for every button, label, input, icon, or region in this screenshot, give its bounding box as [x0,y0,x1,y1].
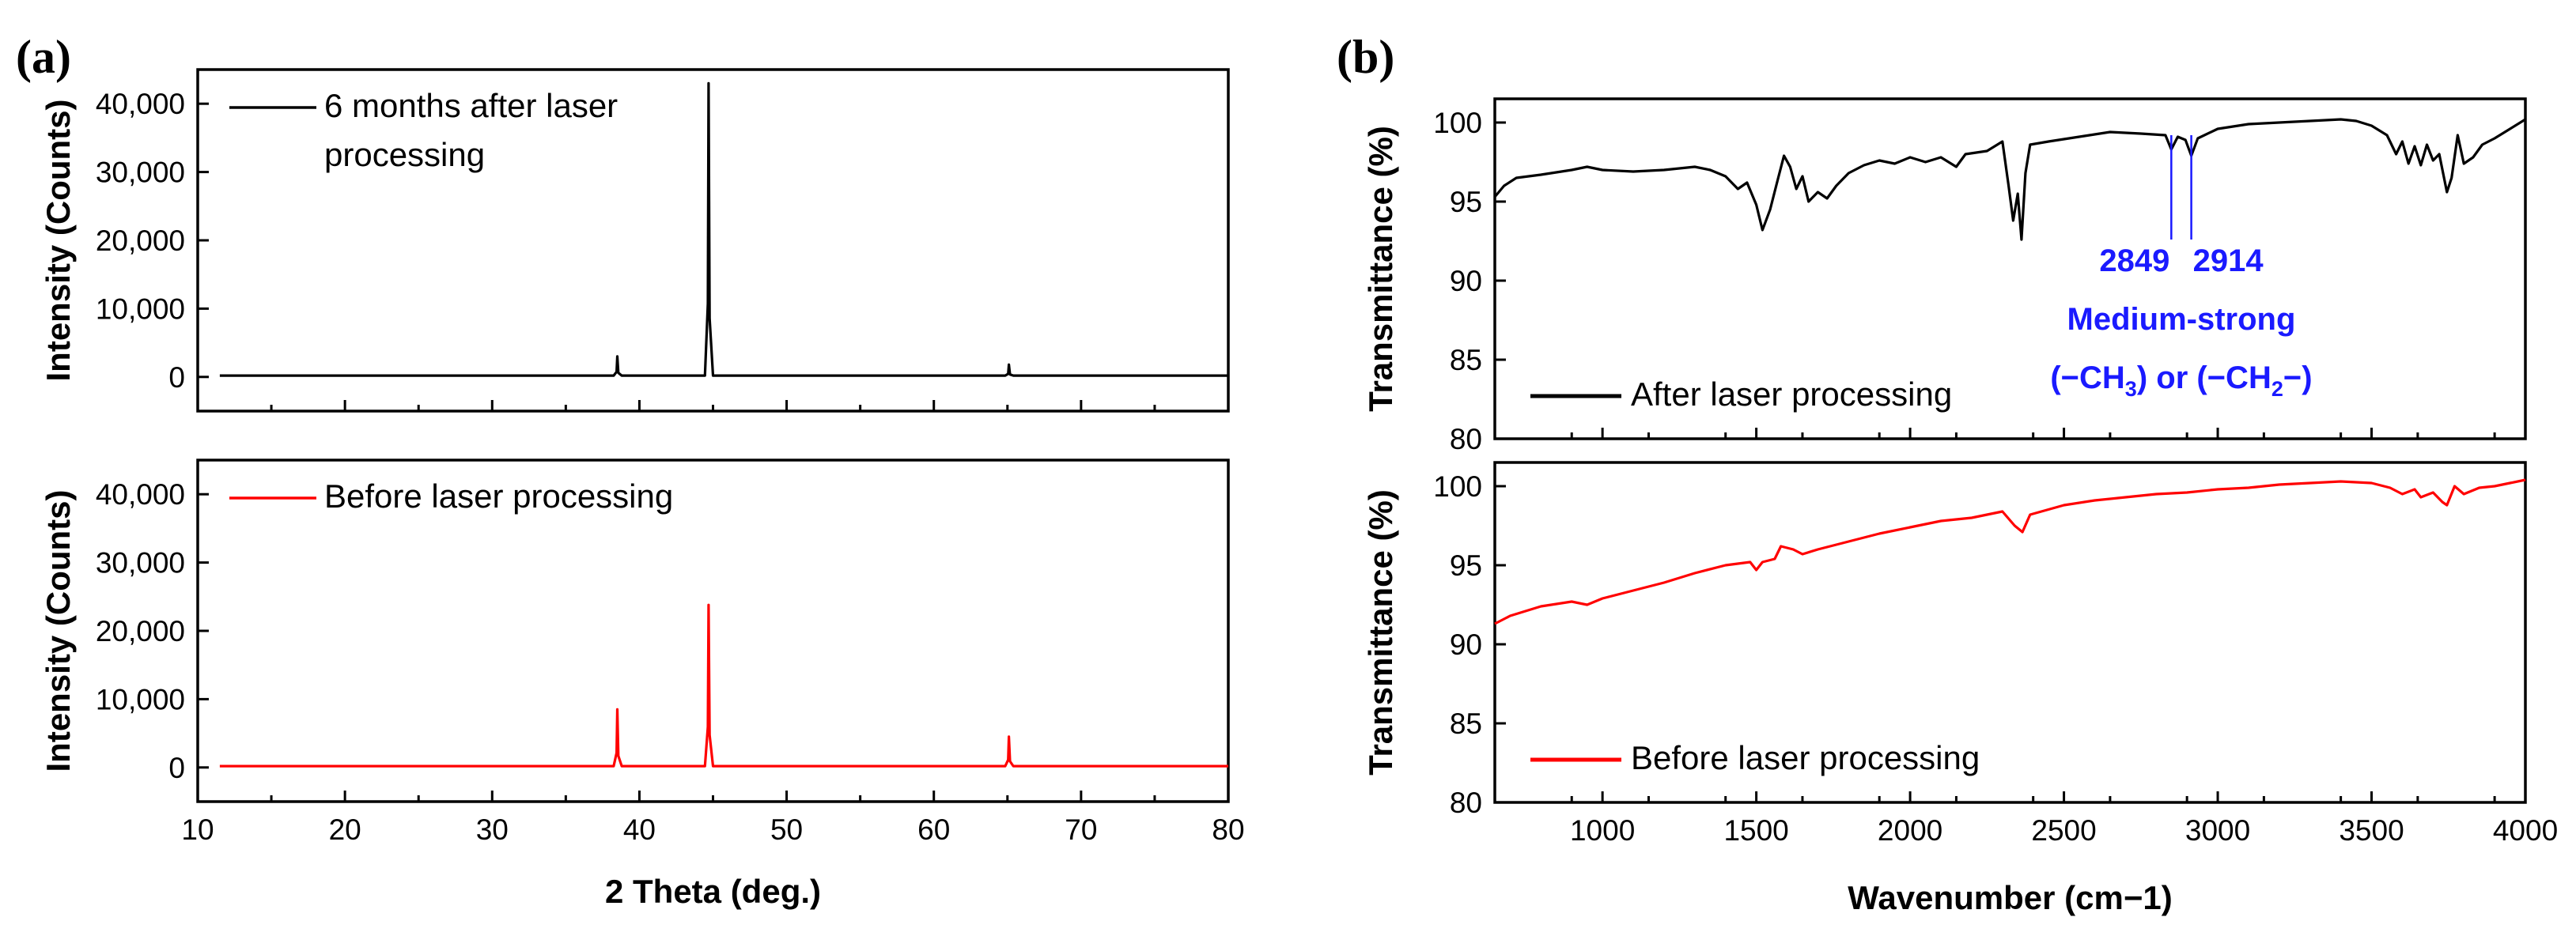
y-tick-label: 20,000 [96,225,185,257]
peak-wavenumber-label: 2914 [2193,243,2264,278]
series-line-xrd-after [219,81,1228,377]
panel-label-a: (a) [16,31,71,83]
x-tick-label: 3000 [2185,814,2250,847]
y-tick-label: 40,000 [96,88,185,120]
plot-frame [1493,97,2527,440]
chart-xrd-before: 0 10,000 20,000 30,000 40,000 10 20 30 40 50 60 70 8… [40,459,1245,910]
legend-label: Before laser processing [1631,739,1980,776]
legend-label: After laser processing [1631,376,1952,413]
y-axis-title: Intensity (Counts) [40,490,77,772]
y-tick-label: 10,000 [96,292,185,325]
legend-label: 6 months after laser [324,87,618,124]
x-tick-label: 30 [476,813,509,846]
y-axis-title: Transmittance (%) [1362,489,1399,776]
x-tick-label: 4000 [2493,814,2558,847]
y-axis-title: Transmittance (%) [1362,126,1399,412]
series-line-ftir-after [1493,118,2526,241]
y-axis-title: Intensity (Counts) [40,100,77,382]
x-tick-label: 3500 [2339,814,2404,847]
chart-ftir-before: 80 85 90 95 100 1000 1500 2000 2500 3000 3500 4000 T… [1362,461,2558,916]
y-tick-label: 80 [1450,787,1482,819]
y-tick-label: 90 [1450,628,1482,661]
annotation-functional-groups: (−CH3) or (−CH2−) [2050,360,2312,401]
annotation-medium-strong: Medium-strong [2067,302,2296,337]
y-tick-label: 95 [1450,186,1482,218]
x-tick-label: 40 [623,813,656,846]
y-tick-label: 95 [1450,549,1482,582]
y-tick-label: 40,000 [96,478,185,511]
y-tick-label: 10,000 [96,683,185,715]
x-tick-label: 1500 [1723,814,1788,847]
plot-frame [1493,461,2527,804]
y-tick-label: 20,000 [96,615,185,647]
y-tick-label: 85 [1450,344,1482,376]
y-tick-label: 30,000 [96,157,185,189]
x-tick-label: 2000 [1878,814,1942,847]
x-tick-label: 70 [1065,813,1097,846]
y-tick-label: 0 [168,752,185,784]
x-tick-label: 80 [1212,813,1244,846]
x-tick-label: 2500 [2031,814,2096,847]
series-line-xrd-before [219,603,1228,768]
x-tick-label: 50 [770,813,803,846]
x-tick-label: 60 [917,813,950,846]
peak-wavenumber-label: 2849 [2099,243,2169,278]
y-tick-label: 85 [1450,708,1482,740]
y-tick-label: 100 [1433,107,1482,139]
series-line-ftir-before [1494,478,2526,625]
legend-label: processing [324,136,485,173]
legend-label: Before laser processing [324,477,673,515]
x-tick-label: 10 [181,813,214,846]
x-tick-label: 1000 [1570,814,1635,847]
y-tick-label: 0 [168,361,185,394]
chart-xrd-after: 0 10,000 20,000 30,000 40,000 Intensity (Coun… [40,68,1230,413]
y-tick-label: 80 [1450,423,1482,455]
panel-label-b: (b) [1337,31,1394,83]
x-tick-label: 20 [329,813,361,846]
peak-annotation: 2849 2914 Medium-strong (−CH3) or (−CH2−) [2050,135,2313,401]
chart-ftir-after: 80 85 90 95 100 Transmittance (%) After laser … [1362,97,2527,455]
y-tick-label: 90 [1450,265,1482,297]
x-axis-title: 2 Theta (deg.) [605,873,821,910]
charts: 0 10,000 20,000 30,000 40,000 Intensity (Coun… [40,68,2558,916]
y-tick-label: 30,000 [96,547,185,579]
x-axis-title: Wavenumber (cm−1) [1848,879,2172,916]
y-tick-label: 100 [1433,470,1482,503]
